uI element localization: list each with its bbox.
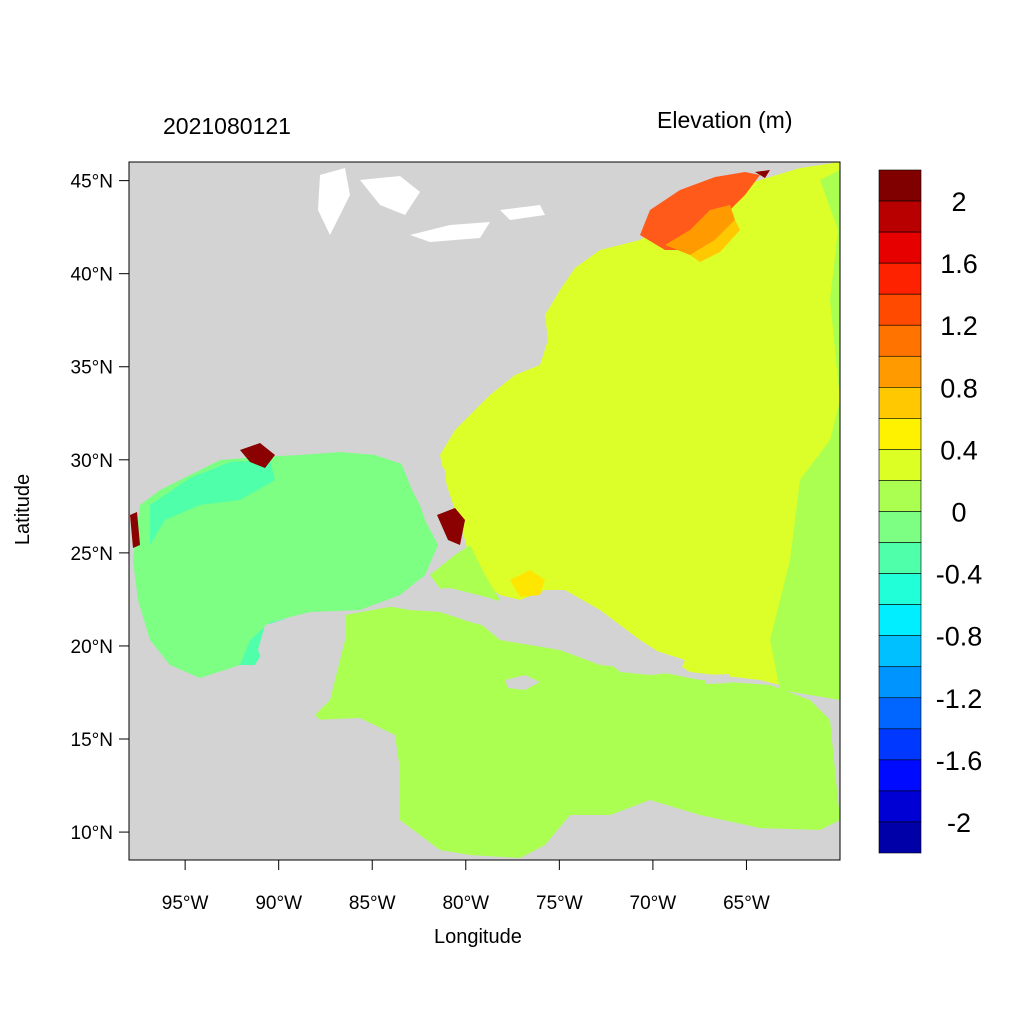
colorbar-swatch [878,635,922,668]
lat-tick-label: 10°N [71,823,113,844]
colorbar-label: 2 [951,187,966,217]
lat-tick-label: 20°N [71,637,113,658]
colorbar-swatch [878,728,922,761]
colorbar-label: -1.6 [936,746,983,776]
colorbar-label: 0 [951,498,966,528]
lat-tick-label: 30°N [71,451,113,472]
gulf-of-maine-extreme [755,170,770,178]
colorbar-swatch [878,355,922,388]
lon-tick-label: 65°W [723,893,770,914]
colorbar-label: 0.4 [940,435,978,465]
caribbean-sea [310,600,840,858]
lat-tick-label: 15°N [71,730,113,751]
colorbar-label: -0.8 [936,622,983,652]
lat-tick-label: 25°N [71,544,113,565]
latitude-ticks: 45°N 40°N 35°N 30°N 25°N 20°N 15°N 10°N [71,172,129,844]
colorbar: 2 1.6 1.2 0.8 0.4 0 -0.4 -0.8 -1.2 -1.6 -2 [878,169,983,854]
puerto-rico [705,674,730,684]
lon-tick-label: 95°W [162,893,209,914]
colorbar-label: 1.2 [940,311,978,341]
yucatan [258,615,345,700]
colorbar-label: -0.4 [936,560,983,590]
gulf-of-maine-low [690,220,740,262]
colorbar-swatch [878,449,922,481]
colorbar-swatch [878,324,922,357]
gulf-of-mexico [133,452,438,678]
gulf-north-shelf [150,460,275,545]
date-label: 2021080121 [163,113,291,139]
colorbar-swatch [878,480,922,512]
longitude-ticks: 95°W 90°W 85°W 80°W 75°W 70°W 65°W [162,860,770,914]
lon-tick-label: 80°W [442,893,489,914]
colorbar-swatch [878,604,922,636]
gulf-of-maine-mid [665,205,735,255]
plot-frame [128,161,841,861]
atlantic-ocean [440,162,840,700]
colorbar-swatch [878,262,922,295]
colorbar-swatch [878,293,922,326]
central-america [129,690,430,860]
atlantic-east-band [770,170,840,700]
lat-tick-label: 35°N [71,358,113,379]
colorbar-swatch [878,542,922,574]
map-title: Elevation (m) [657,107,793,133]
jamaica [505,675,540,690]
colorbar-label: 1.6 [940,249,978,279]
colorbar-swatch [878,511,922,543]
lon-tick-label: 75°W [536,893,583,914]
colorbar-swatch [878,666,922,699]
colorbar-swatch [878,200,922,233]
colorbar-swatch [878,697,922,730]
gulf-of-maine-surge [640,172,760,250]
colorbar-label: 0.8 [940,373,978,403]
colorbar-swatch [878,821,922,854]
colorbar-swatch [878,169,922,202]
colorbar-label: -2 [947,808,971,838]
bahamas-banks [510,570,545,597]
louisiana-surge [240,443,275,468]
colorbar-swatch [878,231,922,264]
cuba [380,588,590,645]
colorbar-swatch [878,387,922,419]
colorbar-swatch [878,418,922,450]
map-area [129,162,840,860]
hispaniola [600,648,685,675]
colorbar-swatch [878,790,922,823]
lat-tick-label: 40°N [71,265,113,286]
texas-coast-surge [130,512,140,548]
lat-tick-label: 45°N [71,172,113,193]
colorbar-label: -1.2 [936,684,983,714]
lon-tick-label: 90°W [255,893,302,914]
south-america [520,802,840,860]
colorbar-swatch [878,759,922,792]
lon-tick-label: 70°W [630,893,677,914]
colorbar-swatch [878,573,922,605]
x-axis-label: Longitude [434,926,522,948]
great-lakes [318,168,545,242]
lon-tick-label: 85°W [349,893,396,914]
south-florida-surge [437,508,465,545]
